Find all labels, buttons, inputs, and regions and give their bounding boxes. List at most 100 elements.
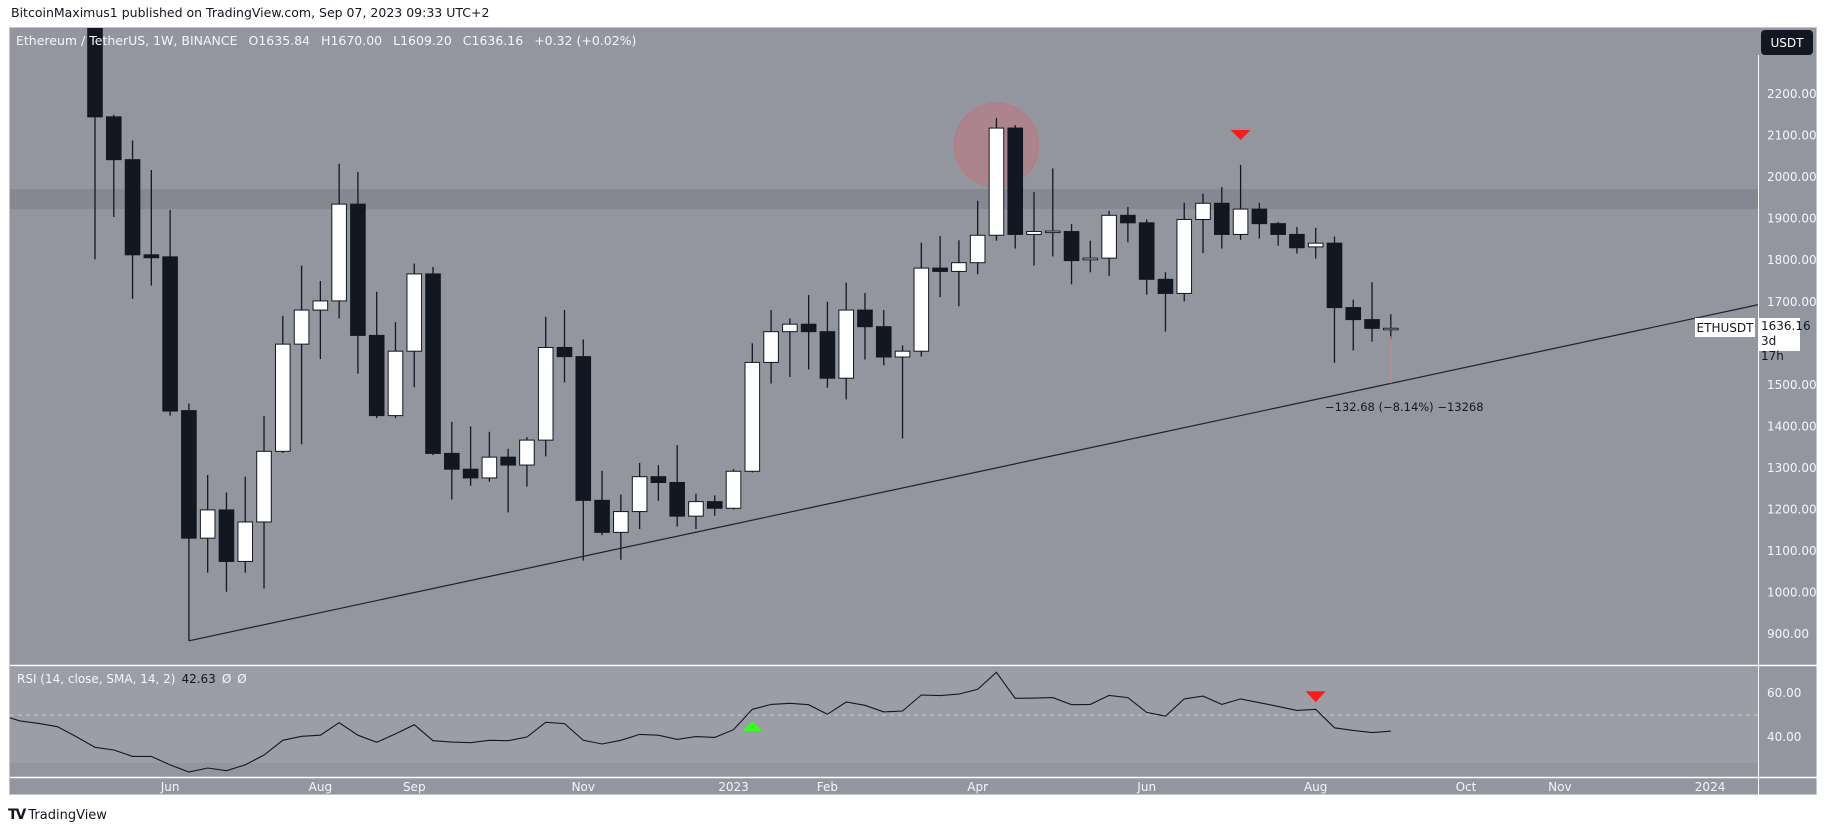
candle [1232, 165, 1249, 240]
candle [256, 416, 272, 589]
candle-body-bear [1345, 307, 1362, 321]
candle-body-bull [481, 456, 498, 479]
open-value: 1635.84 [258, 33, 311, 48]
candle [613, 494, 629, 560]
high-label: H [321, 33, 331, 48]
candle [293, 265, 310, 445]
rsi-line[interactable] [1, 671, 1391, 773]
candle [406, 263, 423, 388]
resistance-zone[interactable] [10, 189, 1758, 210]
candle [1307, 227, 1324, 259]
candle [218, 492, 235, 592]
brand-name: TradingView [28, 807, 107, 823]
candle-body-bull [913, 267, 930, 352]
candle-body-bear [368, 334, 385, 417]
candle [181, 403, 197, 641]
currency-button[interactable]: USDT [1761, 30, 1813, 55]
candle [1101, 210, 1117, 276]
candle [1326, 236, 1343, 363]
price-pane[interactable] [10, 0, 1758, 642]
time-axis-label: Nov [1548, 780, 1571, 794]
symbol-title[interactable]: Ethereum / TetherUS, 1W, BINANCE [16, 33, 238, 48]
candle-body-bear [800, 323, 817, 333]
candle-body-bear [1138, 222, 1155, 280]
candle [1120, 207, 1136, 243]
rsi-buy-marker-icon [742, 721, 763, 732]
price-tick-label: 1100.00 [1767, 544, 1817, 558]
measurement-label: −132.68 (−8.14%) −13268 [1325, 400, 1484, 414]
candle-body-bull [331, 203, 347, 302]
rsi-title[interactable]: RSI (14, close, SMA, 14, 2) [17, 672, 176, 686]
candle [575, 339, 592, 561]
candle-body-bull [1195, 202, 1211, 220]
time-axis-label: Aug [309, 780, 332, 794]
price-tick-label: 1500.00 [1767, 378, 1817, 392]
candle-body-bull [237, 521, 254, 562]
candle-body-bear [1214, 202, 1230, 235]
candle-body-bear [875, 326, 892, 358]
rsi-sell-marker-icon [1305, 691, 1326, 703]
candle-body-bull [969, 234, 986, 264]
candle [1214, 187, 1230, 249]
candle [481, 431, 498, 482]
candle-body-bull [894, 350, 911, 358]
candle-body-bull [951, 262, 967, 272]
candle [87, 28, 103, 260]
candle-body-bull [1307, 242, 1324, 248]
close-value: 1636.16 [471, 33, 524, 48]
candle-body-bear [1120, 214, 1136, 224]
candle [706, 495, 723, 516]
candle [124, 140, 141, 299]
candle-body-bull [1026, 231, 1042, 235]
candle [951, 240, 967, 307]
candle [594, 470, 610, 536]
candle [1044, 168, 1061, 257]
candle-body-bull [1232, 208, 1249, 235]
footer-brand[interactable]: TV TradingView [8, 807, 107, 823]
time-axis-label: 2024 [1695, 780, 1726, 794]
publisher-line: BitcoinMaximus1 published on TradingView… [11, 5, 490, 20]
rsi-pane[interactable] [1, 671, 1391, 773]
candle [1195, 193, 1211, 254]
time-axis-label: Apr [967, 780, 988, 794]
candle-body-bull [1044, 230, 1061, 234]
candle [537, 316, 554, 457]
candle-body-bull [406, 273, 423, 352]
price-tick-label: 1400.00 [1767, 419, 1817, 433]
candle-body-bear [1007, 127, 1024, 235]
candle [425, 266, 441, 456]
candle [857, 293, 873, 360]
candle-body-bear [819, 331, 836, 379]
candle-body-bull [744, 361, 761, 472]
candle [631, 462, 648, 530]
candle-body-bear [650, 476, 667, 483]
candle [1007, 125, 1024, 249]
candle [894, 345, 911, 439]
candle [444, 421, 460, 500]
candle-body-bear [857, 309, 873, 328]
price-tick-label: 1200.00 [1767, 503, 1817, 517]
candle [331, 163, 347, 319]
high-value: 1670.00 [330, 33, 383, 48]
candle [988, 118, 1005, 241]
price-tick-label: 2100.00 [1767, 129, 1817, 143]
candle-body-bear [1270, 223, 1286, 235]
candle [1138, 219, 1155, 295]
trendline[interactable] [188, 304, 1758, 642]
candle [744, 343, 761, 473]
candle [1251, 202, 1268, 239]
open-label: O [248, 33, 259, 48]
candle [932, 236, 948, 298]
candle-body-bear [1289, 233, 1305, 249]
candle-body-bear [575, 356, 592, 501]
candle-body-bull [782, 323, 798, 333]
candle-body-bull [537, 346, 554, 441]
candle-body-bull [1383, 327, 1399, 331]
time-axis-label: Jun [1136, 780, 1156, 794]
symbol-legend: Ethereum / TetherUS, 1W, BINANCE O1635.8… [16, 33, 636, 48]
candle-body-bull [725, 470, 742, 509]
candle [819, 301, 836, 388]
price-tick-label: 900.00 [1767, 627, 1809, 641]
bar-countdown: 3d 17h [1761, 334, 1784, 363]
